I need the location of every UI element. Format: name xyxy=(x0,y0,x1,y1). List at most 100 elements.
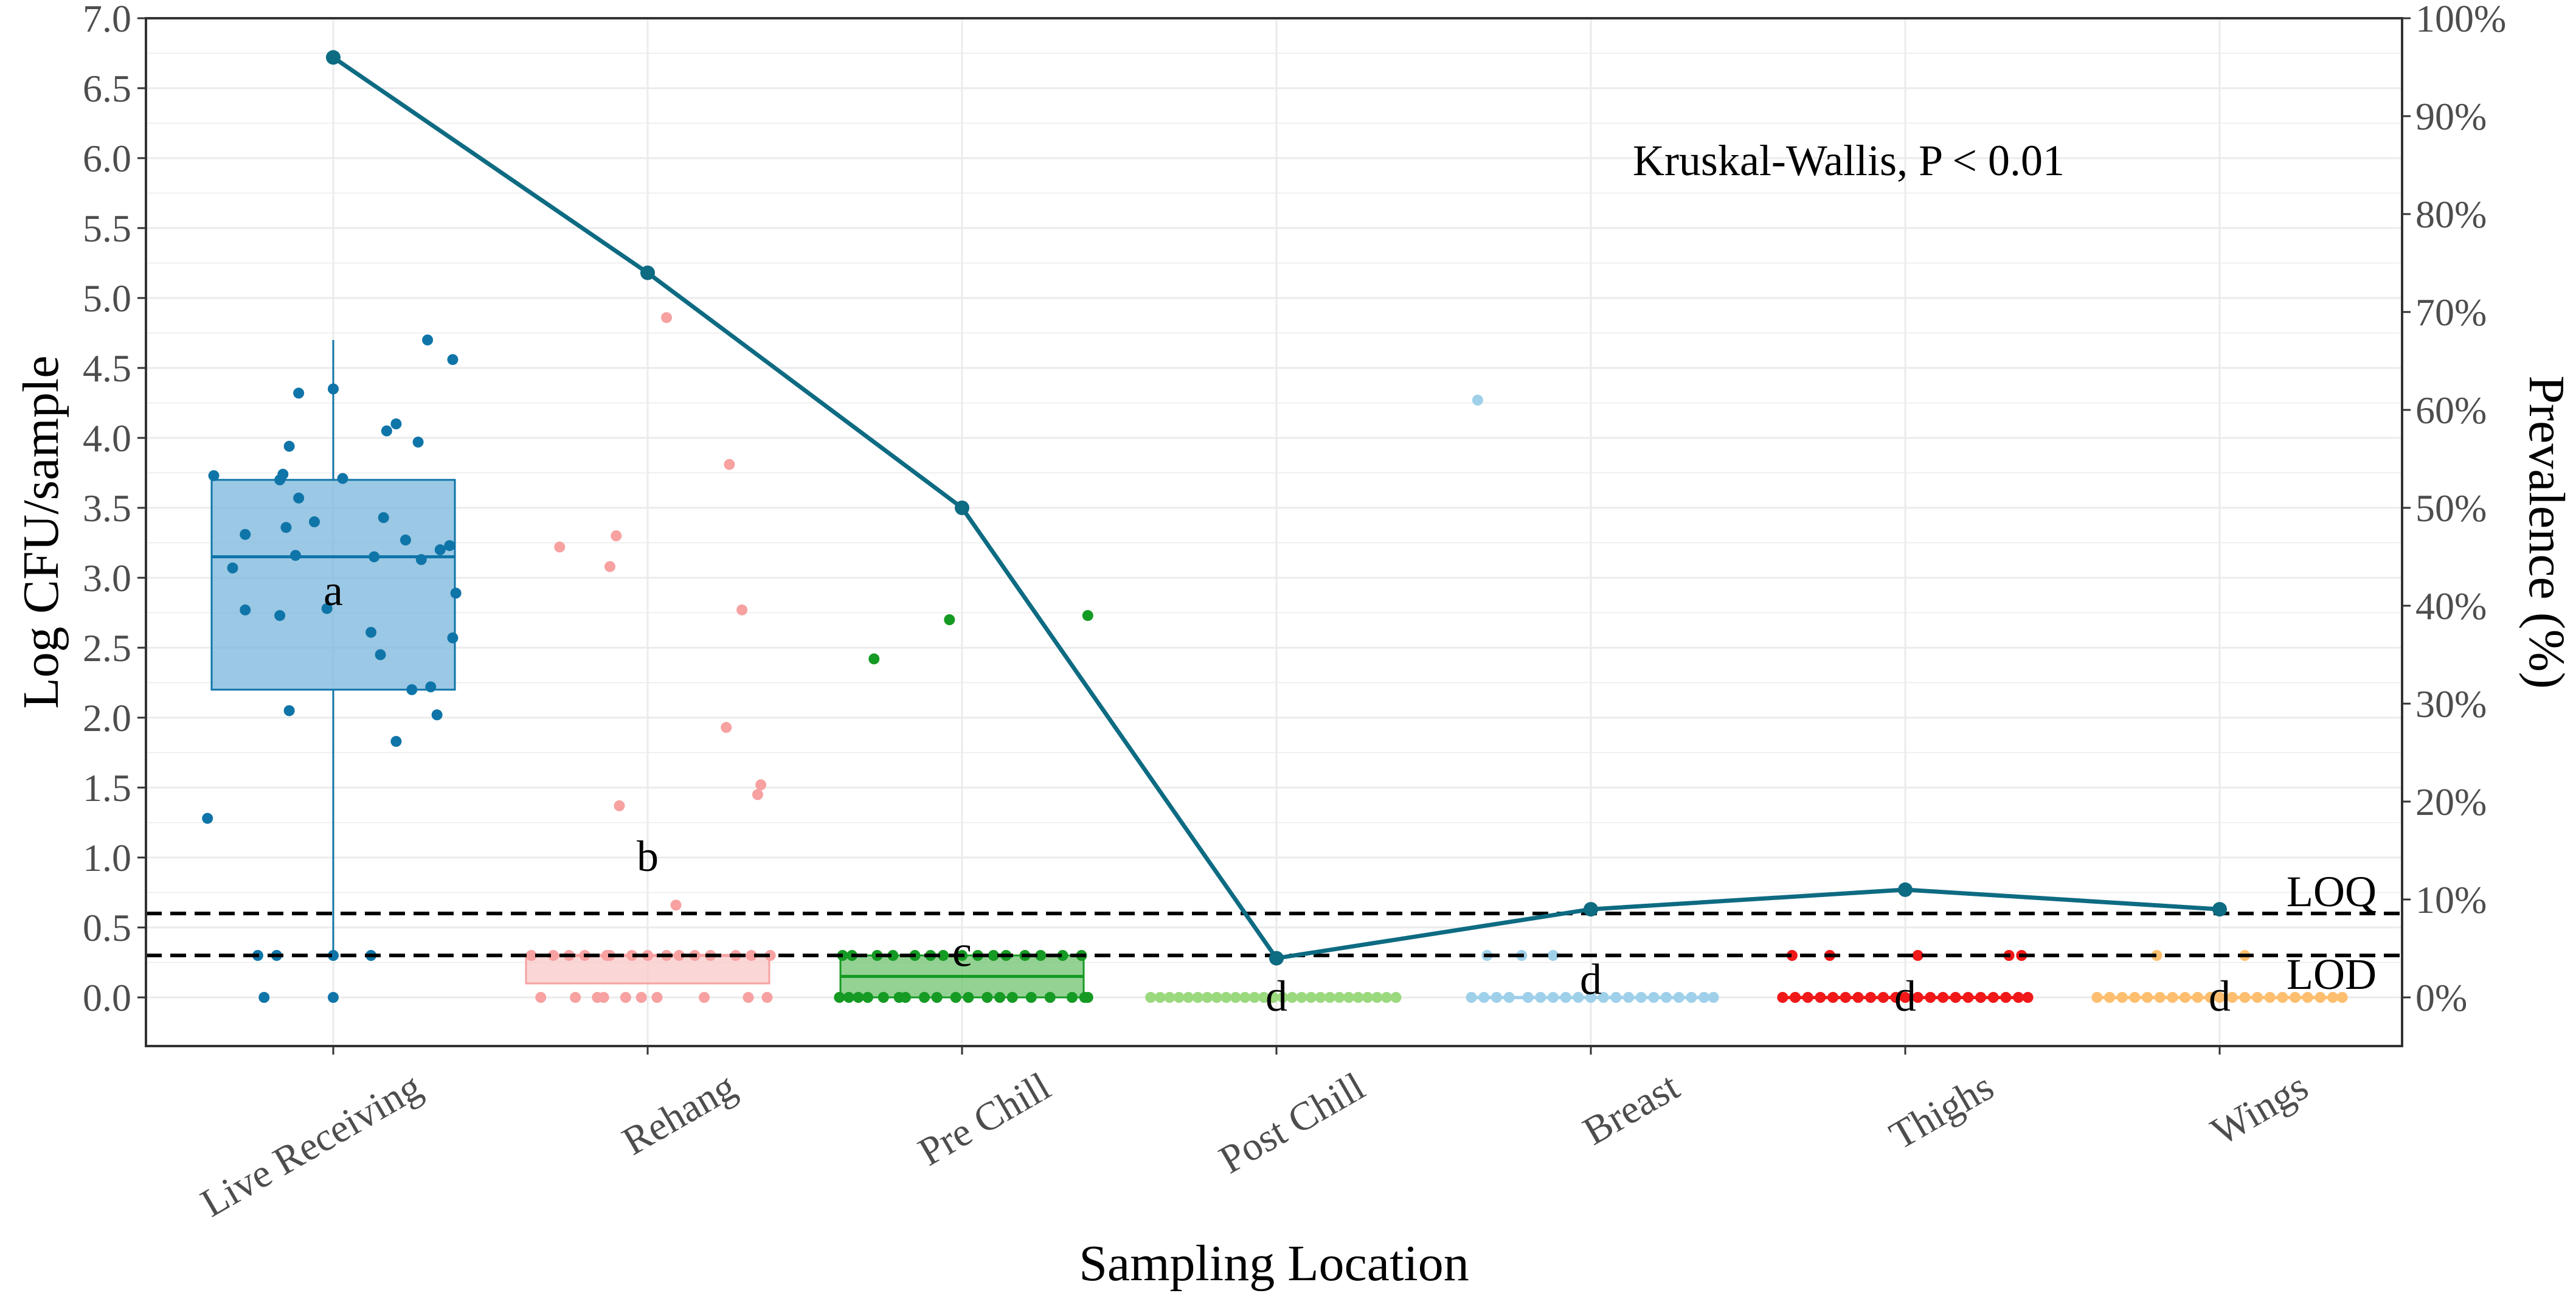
data-point xyxy=(963,992,974,1003)
data-point xyxy=(258,992,270,1003)
data-point xyxy=(1145,992,1157,1003)
group-letter: b xyxy=(637,832,659,881)
y2-tick-label: 30% xyxy=(2415,682,2487,726)
data-point xyxy=(862,992,873,1003)
prevalence-point xyxy=(1269,951,1284,966)
data-point xyxy=(274,610,286,622)
data-point xyxy=(1661,992,1672,1003)
x-axis-title: Sampling Location xyxy=(1079,1235,1469,1292)
data-point xyxy=(1343,992,1354,1003)
data-point xyxy=(412,436,424,448)
data-point xyxy=(1173,992,1185,1003)
data-point xyxy=(208,470,220,482)
data-point xyxy=(1220,992,1232,1003)
grid-lines xyxy=(146,17,2402,1046)
data-point xyxy=(1466,992,1477,1003)
data-point xyxy=(2104,992,2116,1003)
data-point xyxy=(1371,992,1383,1003)
data-point xyxy=(2000,992,2012,1003)
y-tick-label: 2.0 xyxy=(83,696,131,740)
y-tick-label: 0.0 xyxy=(83,976,131,1019)
data-point xyxy=(1192,992,1203,1003)
data-point xyxy=(1573,992,1584,1003)
data-point xyxy=(2315,992,2326,1003)
data-point xyxy=(1066,992,1078,1003)
data-point xyxy=(988,950,999,961)
data-point xyxy=(1686,992,1697,1003)
data-point xyxy=(1827,992,1839,1003)
data-point xyxy=(1044,992,1056,1003)
data-point xyxy=(944,614,955,625)
data-point xyxy=(1547,992,1559,1003)
data-point xyxy=(1962,992,1974,1003)
data-point xyxy=(2116,992,2128,1003)
data-point xyxy=(240,529,251,540)
data-point xyxy=(2192,992,2203,1003)
data-point xyxy=(450,587,462,599)
data-point xyxy=(931,992,943,1003)
data-point xyxy=(1362,992,1373,1003)
data-point xyxy=(673,950,685,961)
y-tick-label: 1.5 xyxy=(83,766,131,809)
data-point xyxy=(2180,992,2191,1003)
group-letters: a b c d d d d xyxy=(324,566,2231,1021)
data-point xyxy=(2167,992,2178,1003)
data-point xyxy=(1950,992,1961,1003)
data-point xyxy=(2277,992,2288,1003)
data-point xyxy=(2290,992,2301,1003)
data-point xyxy=(899,992,911,1003)
data-point xyxy=(447,354,459,366)
data-point xyxy=(604,561,615,572)
y-tick-label: 3.0 xyxy=(83,556,131,600)
data-point xyxy=(1183,992,1194,1003)
data-point xyxy=(994,992,1006,1003)
data-point xyxy=(1522,992,1534,1003)
data-point xyxy=(598,992,609,1003)
prevalence-point xyxy=(2212,902,2227,917)
data-point xyxy=(277,468,289,480)
data-point xyxy=(1698,992,1710,1003)
data-point xyxy=(1380,992,1392,1003)
data-point xyxy=(1790,992,1801,1003)
data-point xyxy=(1802,992,1813,1003)
data-point xyxy=(328,383,339,395)
data-point xyxy=(554,541,566,553)
data-point xyxy=(2013,992,2024,1003)
data-point xyxy=(614,800,625,811)
data-point xyxy=(843,992,854,1003)
data-point xyxy=(752,789,763,800)
data-point xyxy=(2204,992,2216,1003)
data-point xyxy=(2239,992,2251,1003)
data-point xyxy=(1673,992,1684,1003)
y2-tick-label: 20% xyxy=(2415,780,2487,823)
data-point xyxy=(1890,992,1902,1003)
data-point xyxy=(547,950,559,961)
y-tick-label: 4.0 xyxy=(83,417,131,460)
data-point xyxy=(761,992,773,1003)
data-point xyxy=(1239,992,1251,1003)
data-point xyxy=(280,522,292,533)
data-point xyxy=(853,992,864,1003)
data-point xyxy=(611,530,622,541)
data-point xyxy=(721,722,732,733)
data-point xyxy=(743,992,754,1003)
data-point xyxy=(1154,992,1166,1003)
data-point xyxy=(2264,992,2276,1003)
prevalence-point xyxy=(1584,902,1598,917)
data-point xyxy=(425,681,437,693)
data-point xyxy=(1912,992,1923,1003)
data-point xyxy=(390,736,402,747)
data-point xyxy=(1334,992,1345,1003)
data-point xyxy=(1478,992,1490,1003)
data-point xyxy=(626,950,638,961)
data-point xyxy=(283,705,295,716)
data-point xyxy=(1267,992,1279,1003)
data-point xyxy=(1258,992,1270,1003)
data-point xyxy=(1296,992,1307,1003)
y-tick-label: 7.0 xyxy=(83,0,131,40)
prevalence-point xyxy=(1898,882,1913,897)
data-point xyxy=(1877,992,1889,1003)
data-point xyxy=(1865,992,1877,1003)
data-point xyxy=(1786,950,1798,961)
y2-tick-label: 0% xyxy=(2415,976,2467,1019)
